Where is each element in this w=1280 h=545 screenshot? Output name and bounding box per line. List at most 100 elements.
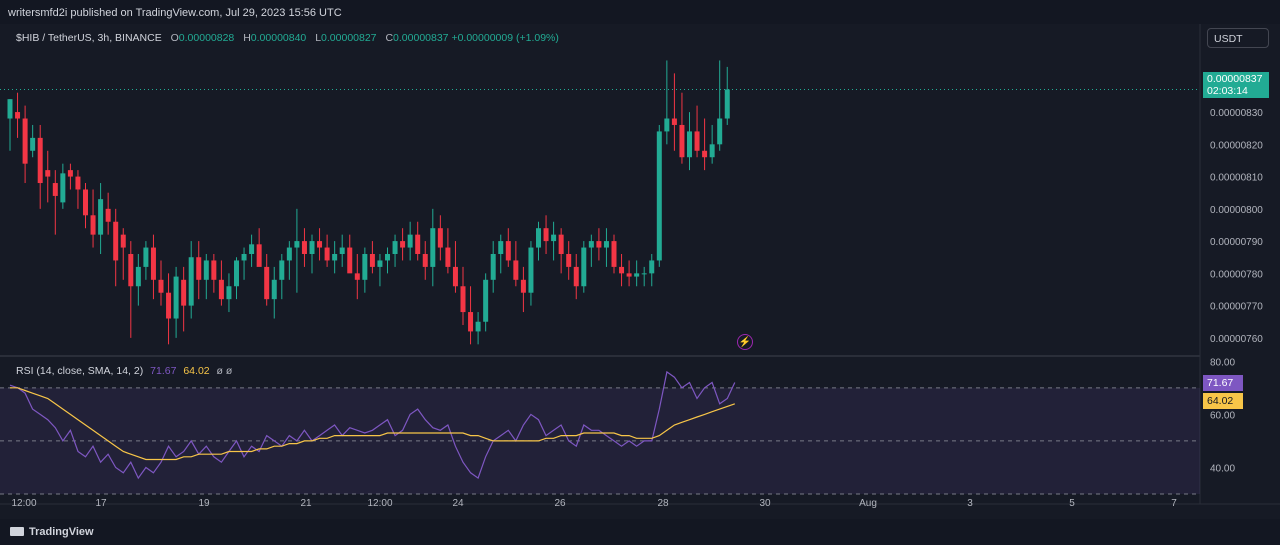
candle-body — [596, 241, 602, 248]
candle-body — [60, 173, 66, 203]
candle-body — [15, 112, 21, 119]
bar-countdown: 02:03:14 — [1207, 85, 1248, 97]
candle-body — [505, 241, 511, 261]
rsi-tick-label: 40.00 — [1210, 463, 1235, 474]
candle-body — [619, 266, 625, 274]
price-tick-label: 0.00000780 — [1210, 269, 1263, 280]
low-value: 0.00000827 — [321, 32, 377, 44]
candle-body — [150, 247, 156, 280]
symbol-legend: $HIB / TetherUS, 3h, BINANCE O0.00000828… — [16, 32, 559, 44]
rsi-legend-label[interactable]: RSI (14, close, SMA, 14, 2) — [16, 365, 144, 377]
candle-body — [588, 241, 594, 248]
candle-body — [468, 312, 474, 332]
candle-body — [128, 254, 134, 287]
close-label: C — [385, 32, 394, 44]
candle-body — [551, 234, 557, 242]
candle-body — [437, 228, 443, 248]
rsi-legend-extra: ø ø — [216, 365, 233, 377]
low-label: L — [315, 32, 322, 44]
candle-body — [332, 254, 338, 261]
candle-body — [241, 254, 247, 261]
time-tick-label: 30 — [759, 498, 771, 509]
candle-body — [566, 254, 572, 267]
candle-body — [83, 189, 88, 216]
candle-body — [611, 241, 617, 267]
candle-body — [362, 254, 368, 280]
last-price: 0.00000837 — [1207, 73, 1263, 85]
candle-body — [709, 144, 715, 158]
flash-icon[interactable]: ⚡ — [737, 334, 753, 350]
candle-body — [656, 131, 662, 261]
rsi-sma-line — [10, 387, 735, 461]
footer-bar: TradingView — [0, 519, 1280, 545]
price-tick-label: 0.00000830 — [1210, 108, 1263, 119]
candle-body — [75, 176, 81, 190]
candle-body — [641, 273, 647, 275]
candle-body — [339, 247, 345, 254]
candle-body — [377, 260, 383, 267]
candle-body — [249, 244, 255, 254]
rsi-sma-badge: 64.02 — [1203, 393, 1243, 409]
candle-body — [218, 279, 224, 300]
candle-body — [105, 208, 111, 222]
candle-body — [30, 137, 36, 151]
high-value: 0.00000840 — [250, 32, 307, 44]
candle-body — [536, 228, 541, 248]
chart-svg[interactable]: 0.00000840 0.00000830 0.00000820 0.00000810… — [0, 24, 1280, 519]
time-tick-label: 26 — [554, 498, 566, 509]
brand-name: TradingView — [29, 526, 94, 538]
candle-body — [498, 241, 504, 254]
candle-body — [188, 257, 194, 306]
candle-body — [430, 228, 436, 267]
rsi-line — [9, 370, 736, 480]
candle-body — [309, 241, 315, 254]
candle-body — [271, 279, 277, 300]
candle-body — [294, 241, 300, 248]
candle-body — [671, 118, 677, 125]
rsi-value-badge: 71.67 — [1203, 375, 1243, 391]
candle-body — [445, 247, 451, 267]
candle-body — [211, 260, 217, 280]
candle-body — [460, 286, 466, 313]
rsi-tick-label: 80.00 — [1210, 357, 1235, 368]
price-tick-label: 0.00000820 — [1210, 140, 1263, 151]
candle-body — [143, 247, 149, 267]
time-tick-label: 19 — [198, 498, 210, 509]
candle-body — [717, 118, 723, 145]
candle-body — [392, 241, 398, 254]
candle-body — [581, 247, 587, 287]
candle-body — [649, 260, 655, 274]
candle-body — [422, 254, 428, 267]
time-tick-label: 12:00 — [11, 498, 36, 509]
candle-body — [120, 234, 126, 248]
candle-body — [664, 118, 670, 132]
candle-body — [37, 137, 43, 184]
candle-body — [603, 241, 609, 248]
symbol-name[interactable]: $HIB / TetherUS, 3h, BINANCE — [16, 32, 162, 44]
candle-body — [45, 170, 51, 177]
rsi-legend: RSI (14, close, SMA, 14, 2) 71.67 64.02 … — [16, 365, 232, 377]
candle-body — [369, 254, 375, 267]
candle-body — [135, 266, 141, 287]
candle-body — [724, 89, 730, 119]
currency-button[interactable]: USDT — [1207, 28, 1269, 48]
time-tick-label: 7 — [1171, 498, 1177, 509]
candle-body — [181, 279, 187, 306]
candle-body — [543, 228, 549, 242]
candle-body — [158, 279, 164, 293]
candle-body — [385, 254, 390, 261]
tradingview-logo[interactable]: TradingView — [10, 526, 94, 538]
candle-body — [573, 266, 579, 287]
candle-body — [490, 254, 496, 280]
candle-body — [694, 131, 700, 151]
candle-body — [626, 273, 632, 277]
candle-body — [22, 118, 28, 164]
candle-body — [528, 247, 534, 293]
candle-body — [67, 170, 73, 177]
candle-body — [407, 234, 413, 248]
candle-body — [264, 266, 270, 300]
time-tick-label: 21 — [300, 498, 312, 509]
published-text: writersmfd2i published on TradingView.co… — [8, 7, 342, 19]
candle-body — [7, 99, 13, 119]
time-tick-label: 24 — [452, 498, 464, 509]
